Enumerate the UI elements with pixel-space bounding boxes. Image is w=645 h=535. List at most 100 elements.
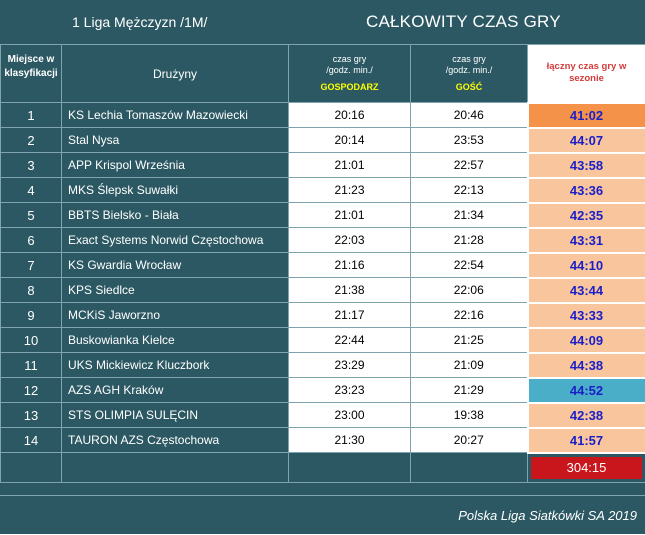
season-total-cell: 44:09 (528, 328, 645, 353)
home-time-cell: 23:29 (289, 353, 411, 378)
team-name-cell: KPS Siedlce (62, 278, 289, 303)
place-cell: 1 (1, 103, 62, 128)
home-time-cell: 21:17 (289, 303, 411, 328)
away-time-cell: 22:06 (411, 278, 528, 303)
away-header-label: GOŚĆ (411, 82, 527, 93)
season-total-cell: 44:52 (528, 378, 645, 403)
team-name-cell: KS Gwardia Wrocław (62, 253, 289, 278)
team-name-cell: Exact Systems Norwid Częstochowa (62, 228, 289, 253)
team-name-cell: KS Lechia Tomaszów Mazowiecki (62, 103, 289, 128)
season-total-cell: 43:44 (528, 278, 645, 303)
team-name-cell: AZS AGH Kraków (62, 378, 289, 403)
season-total-cell: 43:31 (528, 228, 645, 253)
away-time-cell: 22:57 (411, 153, 528, 178)
home-header-line1: czas gry (333, 54, 367, 64)
header-row: Miejsce w klasyfikacji Drużyny czas gry … (1, 45, 645, 103)
team-name-cell: BBTS Bielsko - Biała (62, 203, 289, 228)
game-time-table: Miejsce w klasyfikacji Drużyny czas gry … (0, 44, 645, 483)
away-time-cell: 19:38 (411, 403, 528, 428)
home-time-cell: 21:38 (289, 278, 411, 303)
season-total-cell: 42:35 (528, 203, 645, 228)
away-time-cell: 21:25 (411, 328, 528, 353)
season-total-cell: 44:07 (528, 128, 645, 153)
team-name-cell: TAURON AZS Częstochowa (62, 428, 289, 453)
column-header-total: łączny czas gry w sezonie (528, 45, 645, 103)
season-total-cell: 44:38 (528, 353, 645, 378)
place-cell: 4 (1, 178, 62, 203)
home-time-cell: 23:23 (289, 378, 411, 403)
place-cell: 3 (1, 153, 62, 178)
place-cell: 7 (1, 253, 62, 278)
away-time-cell: 22:54 (411, 253, 528, 278)
season-total-cell: 43:58 (528, 153, 645, 178)
away-time-cell: 21:29 (411, 378, 528, 403)
column-header-place: Miejsce w klasyfikacji (1, 45, 62, 103)
team-name-cell: Buskowianka Kielce (62, 328, 289, 353)
title-bar: 1 Liga Mężczyzn /1M/ CAŁKOWITY CZAS GRY (0, 0, 645, 44)
home-time-cell: 22:44 (289, 328, 411, 353)
place-cell: 2 (1, 128, 62, 153)
away-header-line2: /godz. min./ (446, 65, 493, 75)
sheet-title: CAŁKOWITY CZAS GRY (366, 12, 561, 32)
team-name-cell: MCKiS Jaworzno (62, 303, 289, 328)
place-cell: 11 (1, 353, 62, 378)
season-total-cell: 41:02 (528, 103, 645, 128)
away-time-cell: 23:53 (411, 128, 528, 153)
away-time-cell: 21:09 (411, 353, 528, 378)
summary-total-cell: 304:15 (528, 453, 645, 483)
place-cell: 14 (1, 428, 62, 453)
column-header-team: Drużyny (62, 45, 289, 103)
place-cell: 9 (1, 303, 62, 328)
league-name: 1 Liga Mężczyzn /1M/ (72, 14, 207, 30)
away-time-cell: 20:27 (411, 428, 528, 453)
team-name-cell: Stal Nysa (62, 128, 289, 153)
footer-text: Polska Liga Siatkówki SA 2019 (458, 508, 637, 523)
season-total-cell: 42:38 (528, 403, 645, 428)
season-total-cell: 44:10 (528, 253, 645, 278)
team-name-cell: STS OLIMPIA SULĘCIN (62, 403, 289, 428)
season-total-cell: 43:36 (528, 178, 645, 203)
home-time-cell: 21:30 (289, 428, 411, 453)
home-time-cell: 20:14 (289, 128, 411, 153)
season-total-cell: 41:57 (528, 428, 645, 453)
away-time-cell: 21:28 (411, 228, 528, 253)
summary-row: 304:15 (1, 453, 645, 483)
column-header-home: czas gry /godz. min./ GOSPODARZ (289, 45, 411, 103)
season-total-cell: 43:33 (528, 303, 645, 328)
summary-empty-cell (62, 453, 289, 483)
home-time-cell: 21:01 (289, 203, 411, 228)
away-time-cell: 21:34 (411, 203, 528, 228)
home-time-cell: 21:16 (289, 253, 411, 278)
home-time-cell: 20:16 (289, 103, 411, 128)
footer: Polska Liga Siatkówki SA 2019 (0, 495, 645, 535)
place-cell: 10 (1, 328, 62, 353)
home-time-cell: 21:23 (289, 178, 411, 203)
home-time-cell: 21:01 (289, 153, 411, 178)
home-header-line2: /godz. min./ (326, 65, 373, 75)
place-cell: 5 (1, 203, 62, 228)
home-time-cell: 23:00 (289, 403, 411, 428)
away-time-cell: 20:46 (411, 103, 528, 128)
column-header-away: czas gry /godz. min./ GOŚĆ (411, 45, 528, 103)
grand-total-box: 304:15 (531, 457, 642, 479)
place-cell: 13 (1, 403, 62, 428)
team-name-cell: MKS Ślepsk Suwałki (62, 178, 289, 203)
place-cell: 8 (1, 278, 62, 303)
away-time-cell: 22:16 (411, 303, 528, 328)
place-cell: 6 (1, 228, 62, 253)
